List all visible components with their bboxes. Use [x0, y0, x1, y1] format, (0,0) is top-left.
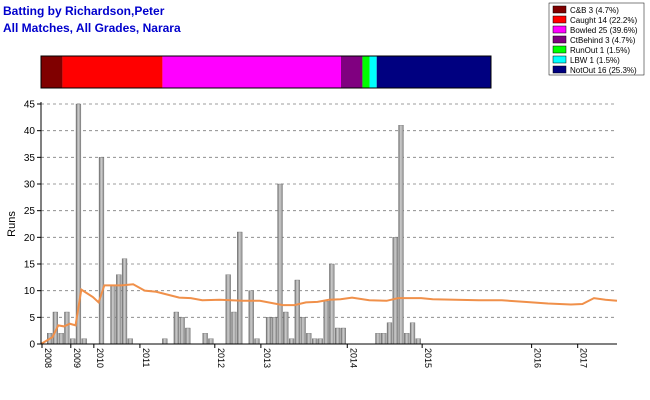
- bar: [409, 322, 416, 345]
- bar: [231, 311, 237, 345]
- bar: [317, 338, 323, 345]
- dismissal-bar: [40, 55, 492, 89]
- bar: [340, 327, 346, 345]
- bar: [179, 317, 185, 345]
- legend-entry: NotOut 16 (25.3%): [570, 66, 637, 75]
- bar: [283, 311, 289, 345]
- y-tick-label: 45: [24, 100, 36, 111]
- legend-entry: C&B 3 (4.7%): [570, 6, 619, 15]
- dismissal-segment-caught: [62, 56, 163, 88]
- dismissal-bar-border: [40, 55, 492, 89]
- x-tick-label: 2009: [72, 348, 82, 368]
- dismissal-segment-bowled: [162, 56, 341, 88]
- legend-swatch: [552, 15, 567, 24]
- bar: [225, 274, 231, 345]
- legend-swatch: [552, 5, 567, 14]
- grid-lines: [41, 103, 617, 318]
- bar: [415, 338, 421, 345]
- bar: [323, 301, 329, 345]
- bar: [81, 338, 87, 345]
- y-tick-label: 0: [29, 340, 35, 351]
- legend-swatch: [552, 55, 567, 64]
- x-tick-label: 2013: [262, 348, 272, 368]
- x-tick-label: 2008: [43, 348, 53, 368]
- legend-swatch: [552, 65, 567, 74]
- bars: [47, 103, 421, 345]
- legend-entry: Bowled 25 (39.6%): [570, 26, 638, 35]
- bar: [335, 327, 341, 345]
- bar: [237, 231, 243, 345]
- legend-entry: LBW 1 (1.5%): [570, 56, 620, 65]
- bar: [386, 322, 393, 345]
- y-tick-label: 25: [24, 206, 36, 217]
- dismissal-segment-runout: [362, 56, 370, 88]
- dismissal-segment-ctbehind: [341, 56, 363, 88]
- x-tick-label: 2012: [216, 348, 226, 368]
- bar: [98, 157, 105, 345]
- bar: [288, 338, 295, 345]
- y-tick-label: 40: [24, 126, 36, 137]
- y-tick-label: 15: [24, 260, 36, 271]
- x-tick-label: 2011: [141, 348, 151, 367]
- legend-entry: RunOut 1 (1.5%): [570, 46, 630, 55]
- bar: [375, 333, 381, 345]
- bar: [121, 258, 128, 345]
- dismissal-segment-lbw: [369, 56, 377, 88]
- axes: [40, 102, 617, 345]
- bar: [58, 333, 64, 345]
- bar: [110, 285, 116, 345]
- bar: [294, 279, 300, 345]
- y-tick-label: 35: [24, 153, 36, 164]
- y-axis-label: Runs: [6, 211, 18, 237]
- bar: [329, 263, 335, 345]
- bar: [64, 311, 70, 345]
- average-line: [40, 283, 618, 345]
- bar: [300, 317, 306, 345]
- x-tick-label: 2010: [95, 348, 105, 368]
- chart-title: Batting by Richardson,Peter: [3, 4, 165, 18]
- bar: [173, 311, 179, 345]
- bar: [70, 338, 76, 345]
- bar: [306, 333, 312, 345]
- bar: [392, 237, 398, 345]
- bar: [265, 317, 272, 345]
- dismissal-segment-notout: [376, 56, 491, 88]
- bar: [202, 333, 208, 345]
- x-tick-label: 2017: [579, 348, 589, 368]
- y-tick-label: 5: [29, 313, 35, 324]
- y-tick-label: 20: [24, 233, 36, 244]
- bar: [248, 290, 254, 345]
- average-line-group: [40, 283, 618, 345]
- x-tick-label: 2014: [348, 348, 358, 368]
- bar: [254, 338, 260, 345]
- bar: [398, 125, 404, 345]
- bar: [271, 317, 277, 345]
- legend-swatch: [552, 35, 567, 44]
- legend-swatch: [552, 25, 567, 34]
- legend-swatch: [552, 45, 567, 54]
- bar: [404, 333, 410, 345]
- bar: [208, 338, 214, 345]
- dismissal-segment-c&b: [41, 56, 63, 88]
- bar: [162, 338, 168, 345]
- y-tick-label: 30: [24, 180, 36, 191]
- y-tick-label: 10: [24, 286, 36, 297]
- bar: [312, 338, 318, 345]
- chart-subtitle: All Matches, All Grades, Narara: [3, 21, 181, 35]
- legend: C&B 3 (4.7%)Caught 14 (22.2%)Bowled 25 (…: [548, 2, 645, 76]
- bar: [127, 338, 133, 345]
- bar: [185, 327, 191, 345]
- legend-entry: CtBehind 3 (4.7%): [570, 36, 636, 45]
- bar: [277, 183, 283, 345]
- x-tick-label: 2015: [423, 348, 433, 368]
- x-tick-labels: 2008 2009 2010 2011 2012 2013 2014 2015 2016 2017: [41, 344, 589, 368]
- y-tick-labels: 0 5 10 15 20 25 30 35 40 45: [24, 100, 41, 351]
- bar: [381, 333, 387, 345]
- legend-entry: Caught 14 (22.2%): [570, 16, 637, 25]
- x-tick-label: 2016: [533, 348, 543, 368]
